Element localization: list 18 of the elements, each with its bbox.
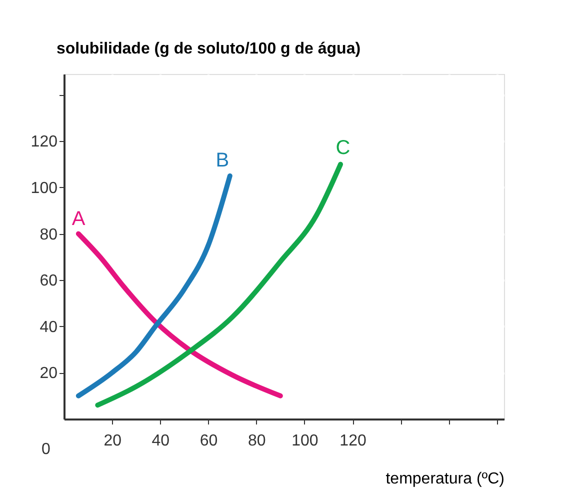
y-tick-label: 40 bbox=[40, 318, 58, 336]
annotation: A bbox=[72, 208, 86, 230]
x-tick-label: 80 bbox=[248, 432, 266, 450]
x-tick-label: 100 bbox=[292, 432, 318, 450]
x-tick-label: 120 bbox=[340, 432, 366, 450]
x-tick-label: 40 bbox=[152, 432, 170, 450]
x-axis-title: temperatura (ºC) bbox=[386, 470, 504, 488]
y-axis-title: solubilidade (g de soluto/100 g de água) bbox=[56, 40, 361, 58]
annotation: C bbox=[336, 137, 350, 160]
y-tick-label: 60 bbox=[40, 272, 58, 290]
y-tick-label: 80 bbox=[40, 226, 58, 244]
x-tick-label: 60 bbox=[200, 432, 218, 450]
y-tick-label: 100 bbox=[30, 180, 58, 197]
text: 0 bbox=[42, 441, 51, 458]
annotation: B bbox=[216, 149, 230, 172]
y-tick-label: 120 bbox=[30, 134, 58, 151]
y-tick-label: 20 bbox=[40, 365, 58, 382]
x-tick-label: 20 bbox=[104, 432, 122, 450]
